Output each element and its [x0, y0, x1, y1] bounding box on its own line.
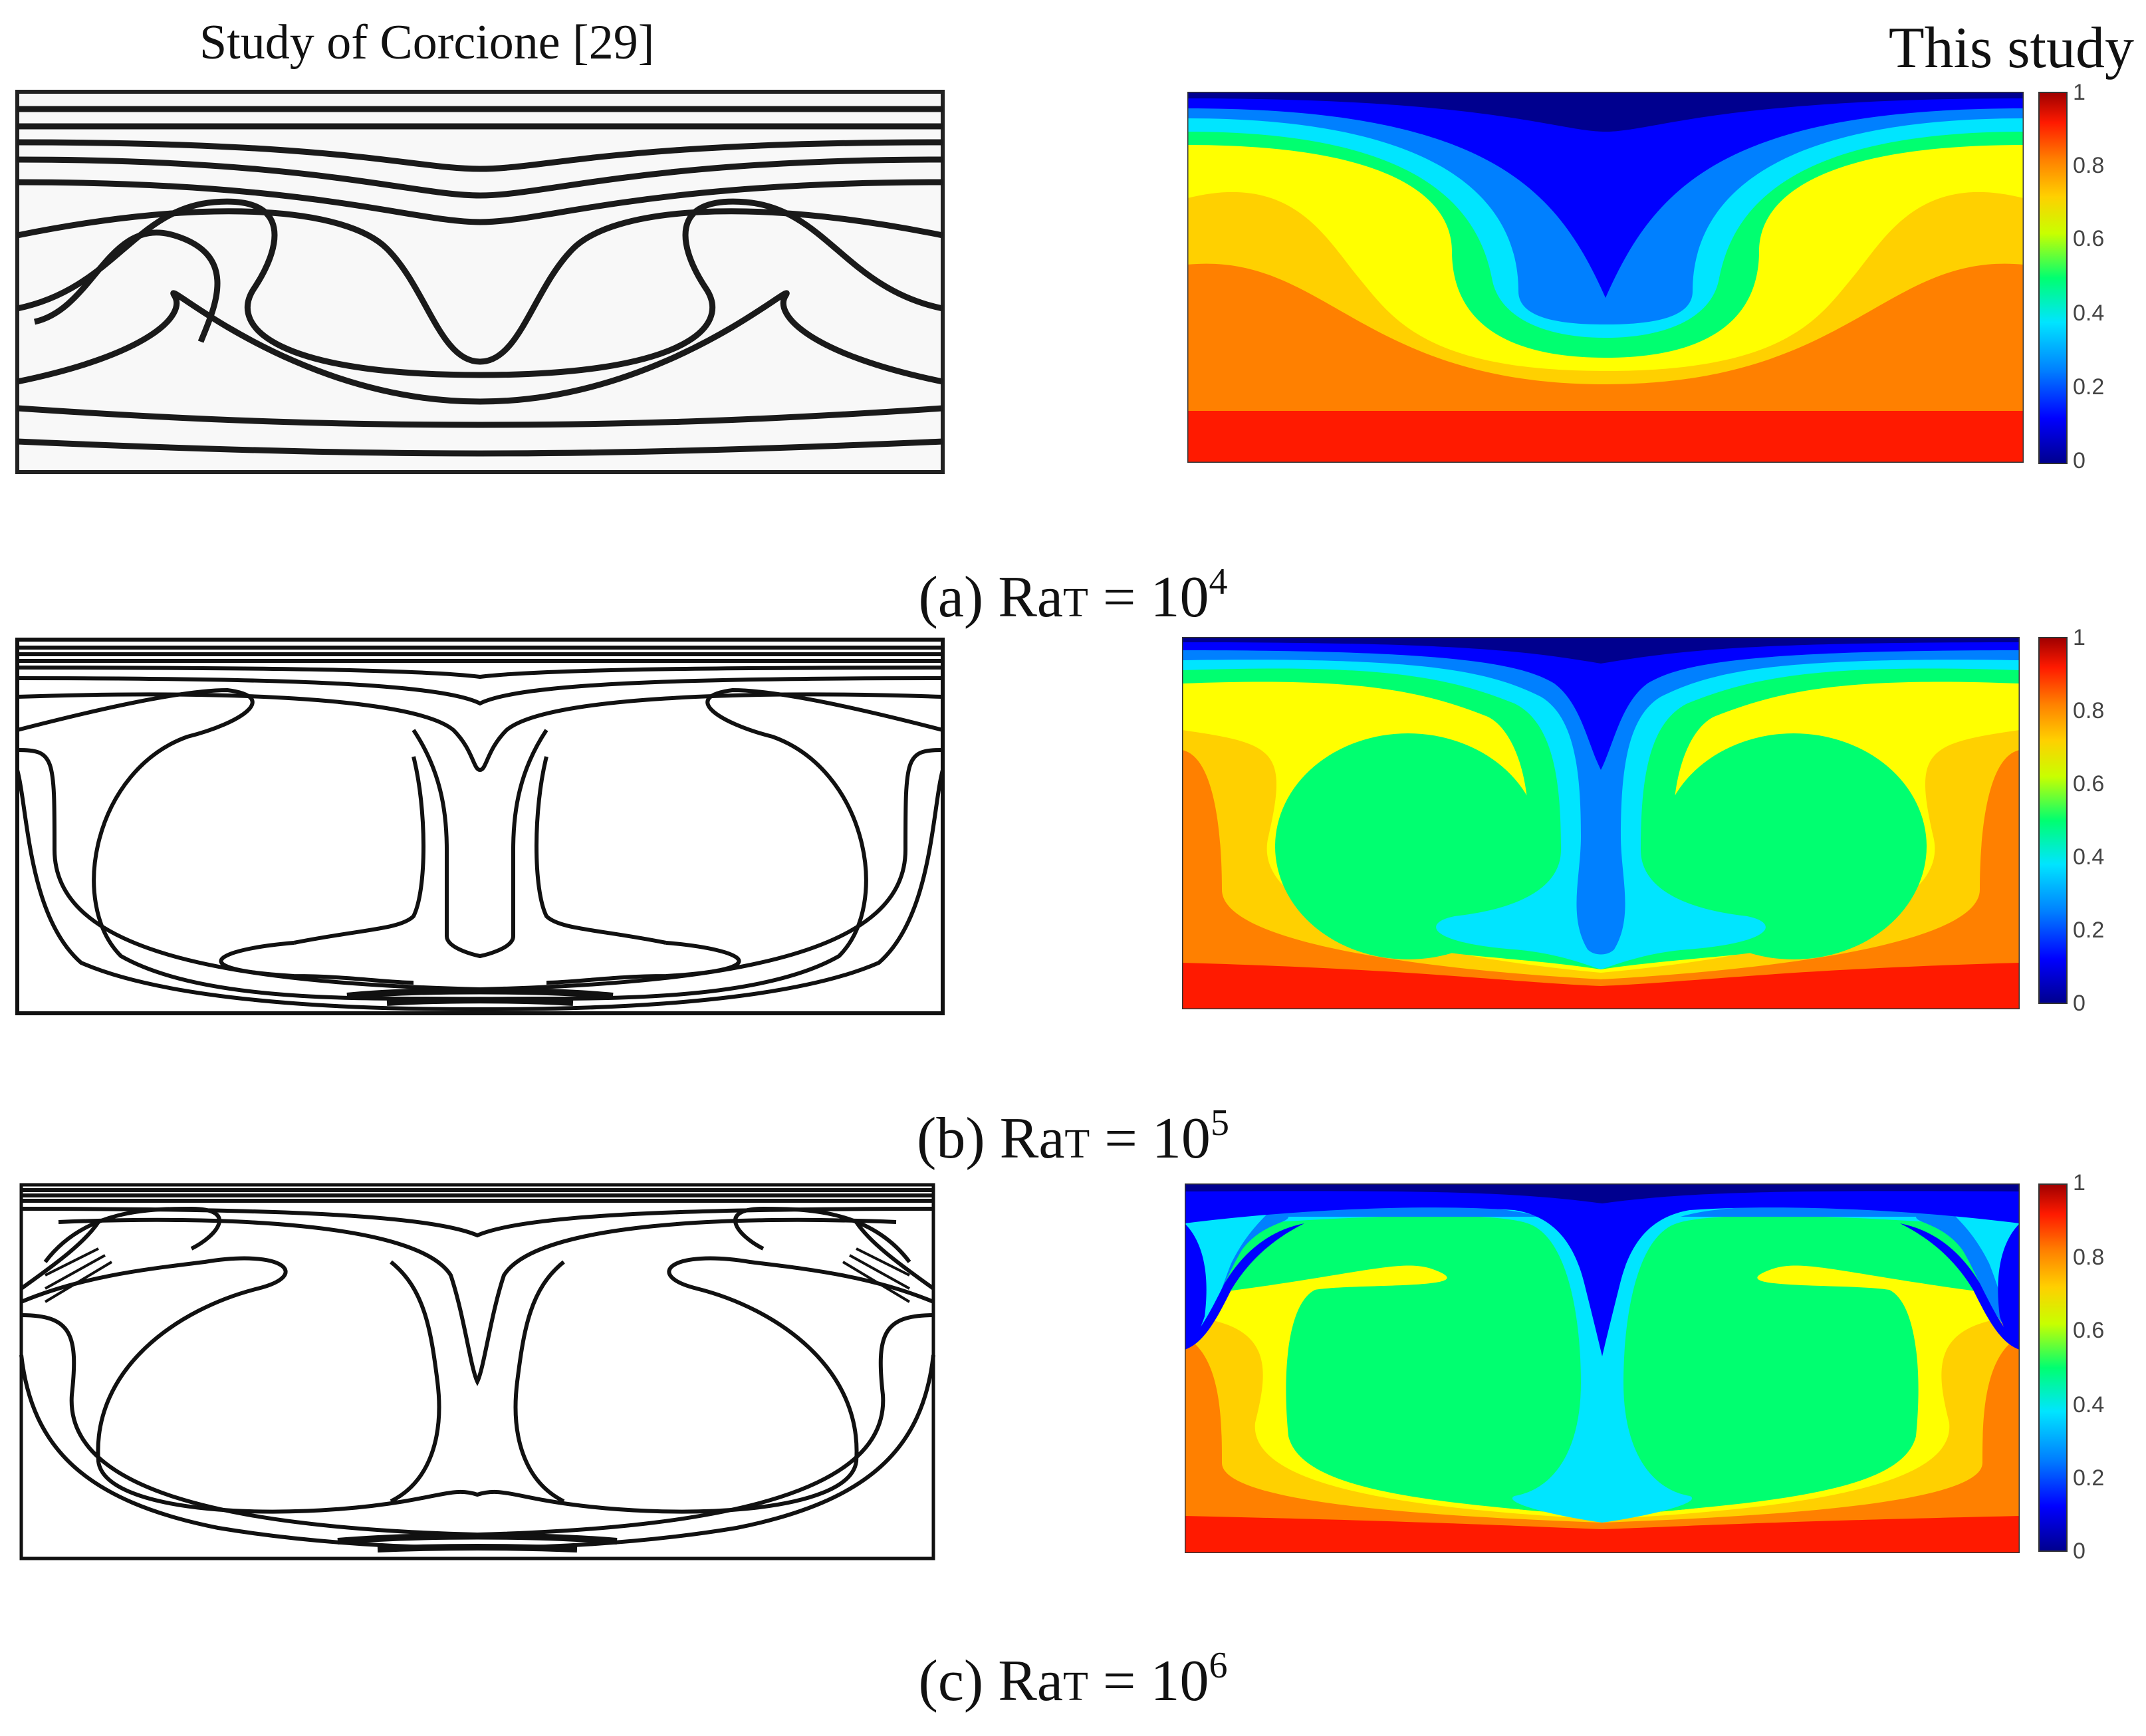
- tick-label: 1: [2073, 625, 2086, 650]
- caption-c: (c) RaT = 106: [918, 1645, 1228, 1713]
- this-study-contour-a: [1187, 92, 2024, 463]
- tick-label: 1: [2073, 1170, 2086, 1195]
- tick-label: 0.4: [2073, 1392, 2105, 1418]
- tick-label: 0.2: [2073, 374, 2105, 400]
- colorbar-a: [2038, 92, 2068, 464]
- tick-label: 0: [2073, 991, 2086, 1016]
- this-study-contour-c: [1185, 1183, 2020, 1553]
- tick-label: 1: [2073, 80, 2086, 105]
- tick-label: 0: [2073, 448, 2086, 473]
- tick-label: 0.2: [2073, 1465, 2105, 1491]
- right-column-title: This study: [1888, 16, 2134, 80]
- corcione-isotherms-c: [19, 1182, 936, 1561]
- tick-label: 0.8: [2073, 698, 2105, 723]
- this-study-contour-b: [1182, 637, 2020, 1009]
- caption-a: (a) RaT = 104: [918, 561, 1228, 630]
- tick-label: 0.8: [2073, 1245, 2105, 1270]
- tick-label: 0: [2073, 1539, 2086, 1564]
- tick-label: 0.4: [2073, 844, 2105, 870]
- corcione-isotherms-a: [15, 89, 945, 475]
- colorbar-c: [2038, 1183, 2068, 1552]
- tick-label: 0.6: [2073, 1318, 2105, 1343]
- tick-label: 0.6: [2073, 226, 2105, 251]
- caption-b: (b) RaT = 105: [917, 1102, 1229, 1171]
- left-column-title: Study of Corcione [29]: [199, 15, 655, 70]
- tick-label: 0.2: [2073, 918, 2105, 943]
- corcione-isotherms-b: [15, 637, 945, 1016]
- tick-label: 0.8: [2073, 153, 2105, 178]
- colorbar-b: [2038, 637, 2068, 1004]
- tick-label: 0.6: [2073, 771, 2105, 797]
- tick-label: 0.4: [2073, 301, 2105, 326]
